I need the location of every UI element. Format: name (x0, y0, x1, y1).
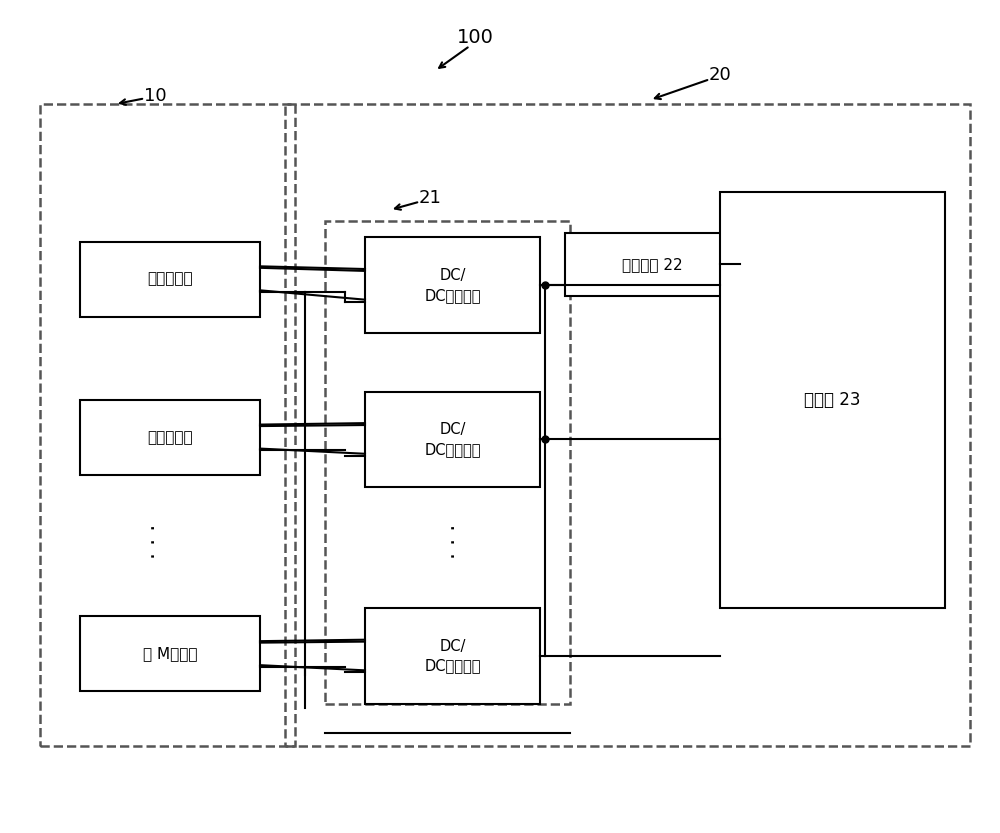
Text: DC/
DC变换模块: DC/ DC变换模块 (424, 639, 481, 673)
Text: · · ·: · · · (145, 524, 165, 559)
FancyBboxPatch shape (365, 392, 540, 487)
Text: 控制器 23: 控制器 23 (804, 391, 861, 409)
Text: 第一电池包: 第一电池包 (147, 272, 193, 287)
FancyBboxPatch shape (365, 608, 540, 704)
FancyBboxPatch shape (80, 400, 260, 475)
FancyBboxPatch shape (720, 192, 945, 608)
Text: DC/
DC变换模块: DC/ DC变换模块 (424, 422, 481, 456)
Text: 21: 21 (419, 189, 441, 207)
Text: 逆变模块 22: 逆变模块 22 (622, 257, 683, 272)
Text: 10: 10 (144, 87, 166, 105)
FancyBboxPatch shape (80, 242, 260, 317)
FancyBboxPatch shape (80, 616, 260, 691)
Text: · · ·: · · · (445, 524, 465, 559)
Text: 100: 100 (457, 28, 493, 47)
FancyBboxPatch shape (565, 233, 740, 296)
FancyBboxPatch shape (365, 237, 540, 333)
Text: 20: 20 (709, 66, 731, 84)
Text: 第 M电池包: 第 M电池包 (143, 646, 197, 661)
Text: 第二电池包: 第二电池包 (147, 430, 193, 445)
Text: DC/
DC变换模块: DC/ DC变换模块 (424, 268, 481, 302)
